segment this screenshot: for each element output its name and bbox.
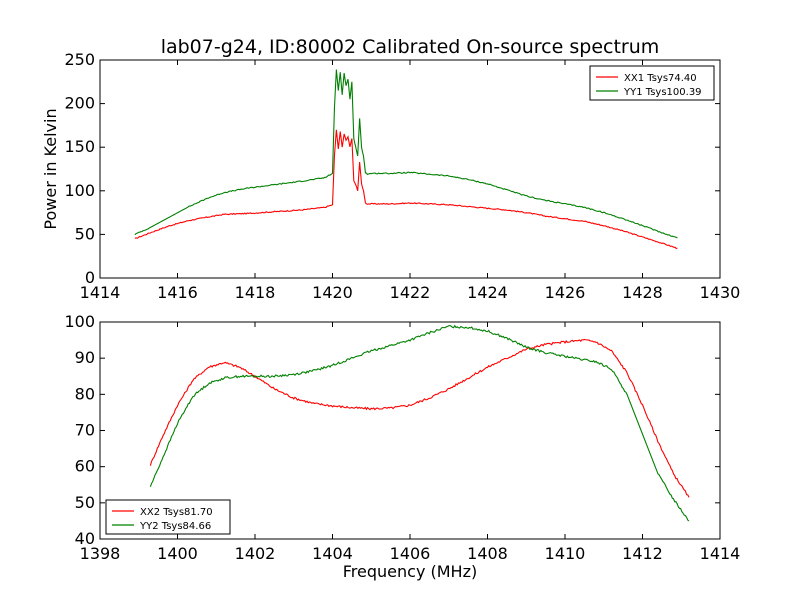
top-y-tick-label: 250: [64, 50, 95, 69]
top-x-tick-label: 1414: [80, 283, 121, 302]
bottom-panel: 1398 1400 1402 1404 1406 1408 1410 1412 1414 40 50…: [64, 312, 740, 563]
top-y-tick-label: 50: [75, 224, 95, 243]
top-series-line-1: [134, 129, 678, 249]
top-y-axis-label: Power in Kelvin: [41, 108, 60, 229]
top-x-tick-label: 1430: [700, 283, 741, 302]
bottom-x-tick-label: 1398: [80, 544, 121, 563]
top-x-tick-label: 1428: [622, 283, 663, 302]
top-y-tick-label: 0: [85, 268, 95, 287]
top-panel: 1414 1416 1418 1420 1422 1424 1426 1428 1430 0 50 1…: [64, 50, 740, 302]
bottom-legend: XX2 Tsys81.70 YY2 Tsys84.66: [105, 499, 231, 535]
top-legend-label-2: YY1 Tsys100.39: [623, 87, 702, 98]
bottom-series-line-1: [149, 338, 690, 498]
top-x-tick-label: 1424: [467, 283, 508, 302]
top-legend-box: [589, 65, 715, 101]
bottom-x-axis-label: Frequency (MHz): [343, 562, 477, 581]
bottom-y-tick-label: 50: [75, 493, 95, 512]
top-x-tick-label: 1426: [545, 283, 586, 302]
top-y-tick-label: 200: [64, 94, 95, 113]
bottom-x-tick-label: 1410: [545, 544, 586, 563]
bottom-x-tick-label: 1408: [467, 544, 508, 563]
bottom-y-tick-label: 90: [75, 348, 95, 367]
top-x-tick-label: 1416: [157, 283, 198, 302]
top-x-tick-label: 1422: [390, 283, 431, 302]
bottom-x-tick-label: 1402: [235, 544, 276, 563]
bottom-series-line-2: [149, 324, 690, 522]
top-x-tick-label: 1418: [235, 283, 276, 302]
bottom-y-tick-label: 70: [75, 421, 95, 440]
bottom-legend-label-2: YY2 Tsys84.66: [139, 521, 211, 532]
bottom-y-tick-label: 40: [75, 529, 95, 548]
top-legend: XX1 Tsys74.40 YY1 Tsys100.39: [589, 65, 715, 101]
top-series-line-2: [134, 69, 678, 239]
chart-title: lab07-g24, ID:80002 Calibrated On-source…: [161, 36, 660, 58]
top-x-tick-label: 1420: [312, 283, 353, 302]
bottom-x-tick-label: 1404: [312, 544, 353, 563]
bottom-legend-box: [105, 499, 231, 535]
bottom-y-tick-label: 60: [75, 457, 95, 476]
bottom-y-tick-label: 80: [75, 384, 95, 403]
bottom-x-tick-label: 1400: [157, 544, 198, 563]
bottom-y-tick-label: 100: [64, 312, 95, 331]
top-y-tick-label: 150: [64, 137, 95, 156]
bottom-x-tick-label: 1406: [390, 544, 431, 563]
bottom-legend-label-1: XX2 Tsys81.70: [140, 507, 213, 518]
top-legend-label-1: XX1 Tsys74.40: [624, 73, 697, 84]
bottom-x-tick-label: 1412: [622, 544, 663, 563]
top-y-tick-label: 100: [64, 181, 95, 200]
bottom-x-tick-label: 1414: [700, 544, 741, 563]
